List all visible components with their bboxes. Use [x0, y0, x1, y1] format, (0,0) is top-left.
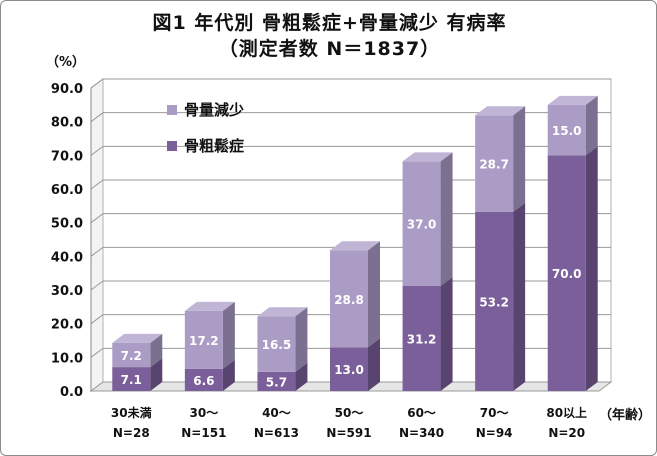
bar-side-osteoporosis: [440, 276, 453, 391]
bar-side-bone-loss: [513, 106, 526, 212]
data-label: 13.0: [334, 363, 364, 377]
bar-side-osteoporosis: [222, 359, 235, 391]
x-tick-label: 60～: [407, 406, 436, 420]
data-label: 31.2: [407, 332, 437, 346]
bar-side-bone-loss: [295, 307, 308, 372]
data-label: 7.2: [121, 349, 142, 363]
bar-side-osteoporosis: [295, 362, 308, 391]
x-tick-label: 80以上: [546, 405, 587, 420]
y-tick-label: 10.0: [51, 351, 83, 366]
data-label: 7.1: [121, 373, 142, 387]
sample-size-label: N=94: [476, 426, 513, 440]
bar-segment-osteoporosis: [330, 347, 368, 391]
bar-segment-osteoporosis: [184, 368, 223, 391]
bar-segment-bone-loss: [475, 115, 514, 212]
y-tick-label: 60.0: [51, 183, 83, 198]
bar-top: [475, 106, 526, 116]
sample-size-label: N=28: [113, 426, 150, 440]
y-tick-label: 70.0: [51, 149, 83, 164]
sample-size-label: N=340: [399, 426, 444, 440]
sample-size-label: N=613: [254, 426, 299, 440]
legend-label: 骨粗鬆症: [184, 137, 244, 155]
gridline: [90, 112, 611, 123]
bar-top: [184, 301, 235, 311]
sample-size-label: N=20: [548, 426, 585, 440]
bar-segment-bone-loss: [330, 250, 368, 348]
bar-segment-osteoporosis: [547, 155, 586, 391]
x-axis-label: （年齢）: [599, 407, 651, 423]
bar-segment-bone-loss: [184, 310, 223, 369]
bar-top: [257, 307, 308, 317]
bar-side-osteoporosis: [368, 338, 380, 391]
y-tick-label: 20.0: [51, 318, 83, 333]
x-tick-label: 30未満: [111, 405, 152, 420]
data-label: 17.2: [189, 334, 219, 348]
bar-segment-bone-loss: [112, 342, 151, 368]
y-tick-label: 0.0: [60, 385, 83, 400]
x-tick-label: 30～: [190, 406, 219, 420]
gridline: [90, 145, 611, 156]
legend-swatch: [167, 105, 177, 115]
legend-swatch: [167, 141, 177, 151]
side-wall: [90, 78, 104, 392]
legend-label: 骨量減少: [184, 101, 244, 119]
x-tick-label: 50～: [335, 406, 364, 420]
bar-side-bone-loss: [585, 95, 598, 156]
bar-segment-osteoporosis: [257, 371, 296, 391]
bar-segment-bone-loss: [257, 316, 296, 372]
y-tick-label: 90.0: [51, 82, 83, 97]
data-label: 6.6: [193, 374, 214, 388]
bar-side-bone-loss: [222, 301, 235, 369]
bar-top: [112, 333, 163, 343]
chart-title: 図1 年代別 骨粗鬆症+骨量減少 有病率: [152, 12, 507, 34]
data-label: 15.0: [552, 124, 582, 138]
bar-segment-bone-loss: [547, 104, 586, 156]
x-tick-label: 70～: [480, 406, 509, 420]
data-label: 53.2: [479, 295, 509, 309]
data-label: 37.0: [407, 218, 437, 232]
data-label: 28.7: [479, 158, 509, 172]
y-tick-label: 80.0: [51, 116, 83, 131]
bar-segment-osteoporosis: [475, 211, 514, 391]
bar-segment-osteoporosis: [112, 367, 151, 391]
data-label: 16.5: [262, 338, 292, 352]
bar-top: [330, 241, 380, 251]
bar-segment-bone-loss: [402, 161, 441, 286]
y-tick-label: 40.0: [51, 250, 83, 265]
x-tick-label: 40～: [262, 406, 291, 420]
gridline: [90, 78, 611, 89]
bar-segment-osteoporosis: [402, 285, 441, 391]
chart-subtitle: （測定者数 N＝1837）: [218, 38, 441, 60]
bar-side-osteoporosis: [513, 202, 526, 391]
bar-top: [547, 95, 598, 105]
data-label: 5.7: [266, 375, 287, 389]
bar-side-bone-loss: [440, 152, 453, 286]
y-axis-label: （%）: [46, 54, 85, 70]
data-label: 70.0: [552, 267, 582, 281]
sample-size-label: N=151: [181, 426, 226, 440]
bar-side-osteoporosis: [585, 146, 598, 391]
y-tick-label: 50.0: [51, 217, 83, 232]
bar-side-osteoporosis: [150, 358, 163, 391]
bar-side-bone-loss: [368, 241, 380, 348]
sample-size-label: N=591: [326, 426, 371, 440]
bar-top: [402, 152, 453, 162]
bar-side-bone-loss: [150, 333, 163, 368]
y-tick-label: 30.0: [51, 284, 83, 299]
data-label: 28.8: [334, 293, 364, 307]
